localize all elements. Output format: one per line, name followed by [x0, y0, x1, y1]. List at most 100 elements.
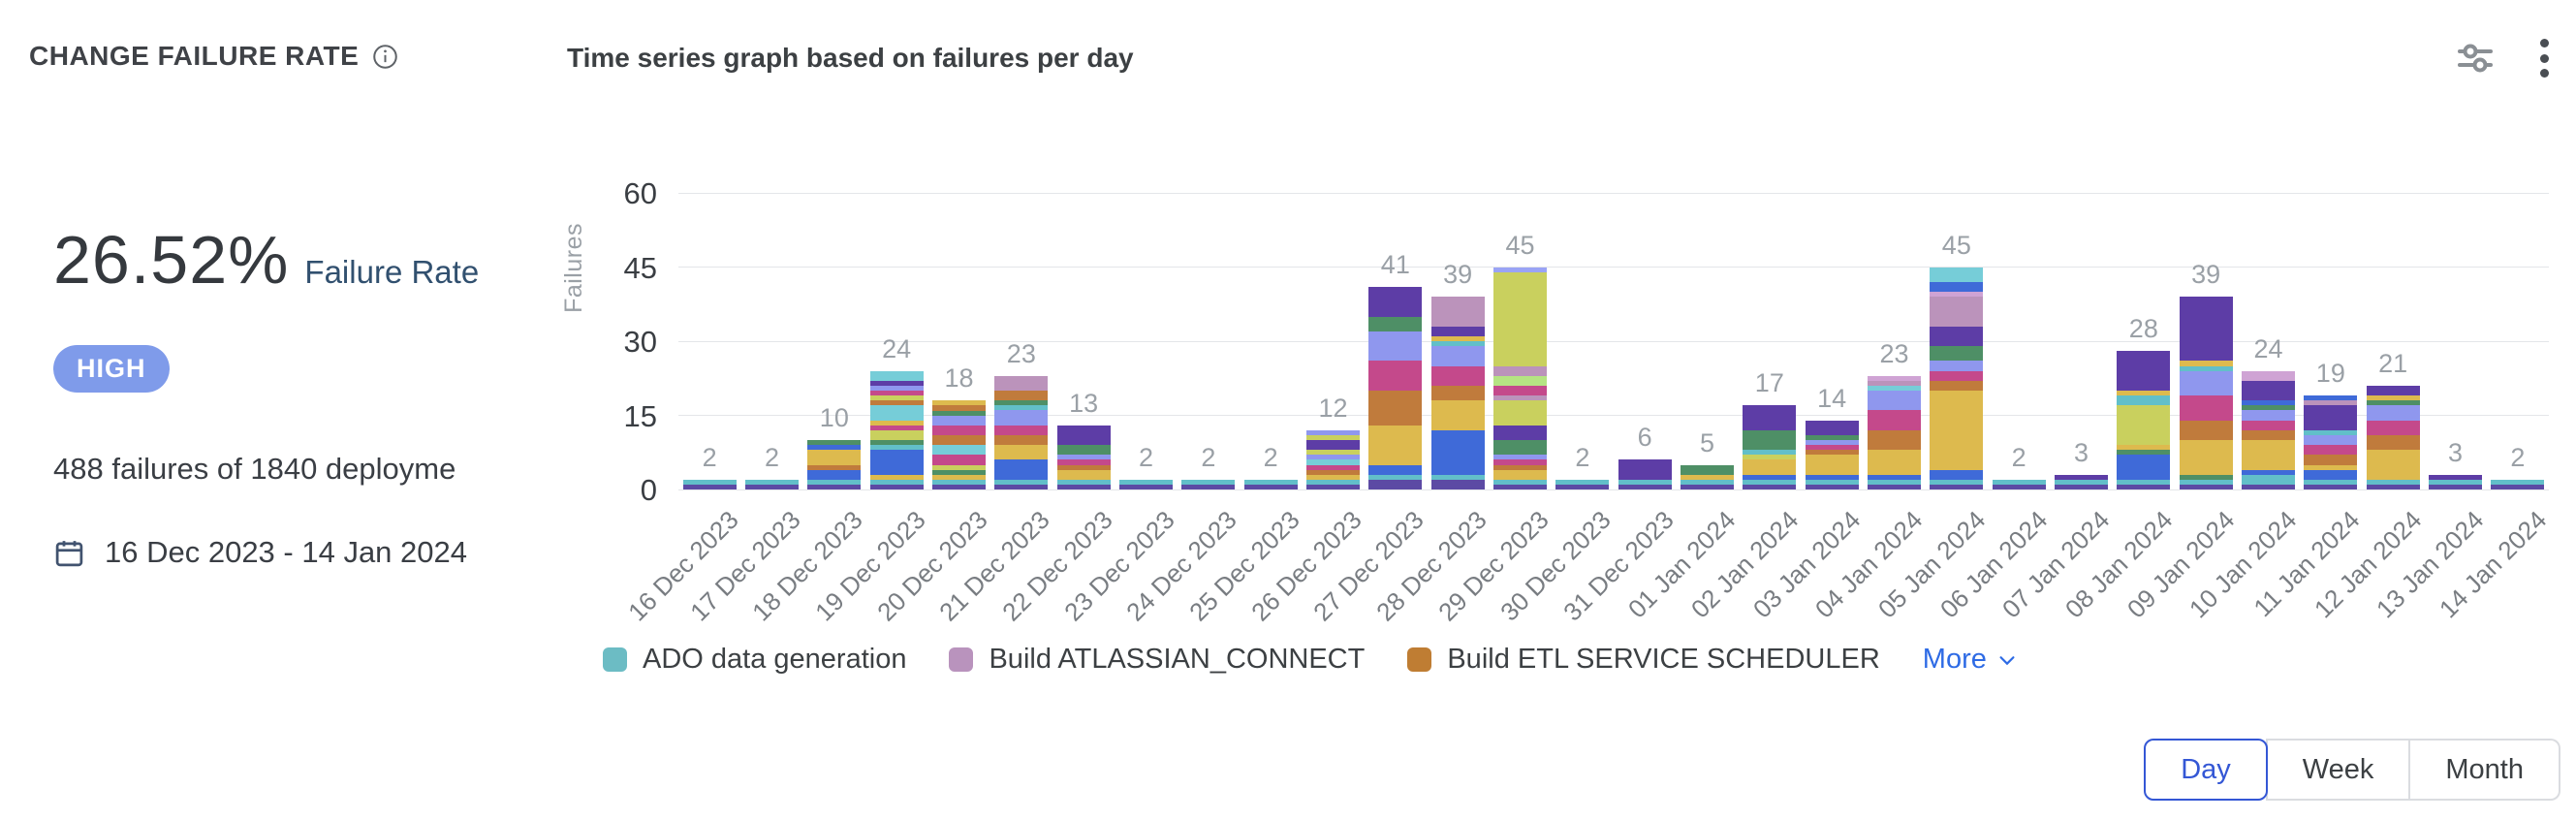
bar-23-dec-2023[interactable]	[1119, 479, 1173, 489]
bar-segment-sky	[1493, 267, 1547, 272]
bar-segment-teal	[994, 479, 1049, 485]
bar-24-dec-2023[interactable]	[1181, 479, 1236, 489]
bar-16-dec-2023[interactable]	[682, 479, 737, 489]
bar-segment-ochre	[1056, 464, 1111, 470]
bar-segment-mustard	[1805, 455, 1859, 475]
bar-segment-teal	[1992, 479, 2046, 485]
bar-segment-ochre	[2242, 429, 2295, 441]
bar-07-jan-2024[interactable]	[2055, 474, 2108, 489]
bar-segment-indigo	[1555, 484, 1610, 489]
bar-segment-mustard	[1681, 474, 1734, 480]
bar-30-dec-2023[interactable]	[1555, 479, 1610, 489]
legend-item-0[interactable]: ADO data generation	[603, 644, 906, 676]
bar-06-jan-2024[interactable]	[1992, 479, 2046, 489]
bar-05-jan-2024[interactable]	[1930, 267, 1984, 489]
bar-25-dec-2023[interactable]	[1243, 479, 1298, 489]
gridline-45	[678, 267, 2549, 268]
bar-segment-violet	[1306, 440, 1360, 451]
bar-segment-cyan	[869, 405, 924, 421]
legend-label-1: Build ATLASSIAN_CONNECT	[989, 644, 1366, 675]
bar-value-30-dec-2023: 2	[1575, 442, 1590, 472]
bar-31-dec-2023[interactable]	[1618, 459, 1672, 489]
legend-item-1[interactable]: Build ATLASSIAN_CONNECT	[949, 644, 1365, 676]
bar-03-jan-2024[interactable]	[1805, 420, 1859, 489]
bar-29-dec-2023[interactable]	[1493, 267, 1547, 489]
bar-segment-violet	[2179, 297, 2233, 362]
bar-19-dec-2023[interactable]	[869, 370, 924, 489]
bar-09-jan-2024[interactable]	[2179, 297, 2233, 489]
bar-segment-indigo	[1056, 484, 1111, 489]
bar-14-jan-2024[interactable]	[2491, 479, 2545, 489]
bar-segment-ochre	[994, 434, 1049, 446]
bar-segment-teal	[1555, 479, 1610, 485]
bar-segment-teal	[1743, 479, 1797, 485]
bar-segment-indigo	[1743, 484, 1797, 489]
legend-swatch-0	[603, 647, 627, 672]
bar-segment-lime	[869, 395, 924, 401]
bar-segment-teal	[2366, 479, 2420, 485]
bar-segment-teal	[1056, 479, 1111, 485]
bar-segment-mustard	[2117, 391, 2171, 396]
bar-segment-violet	[2117, 351, 2171, 392]
bar-27-dec-2023[interactable]	[1368, 286, 1423, 489]
bar-26-dec-2023[interactable]	[1306, 429, 1360, 489]
bar-12-jan-2024[interactable]	[2366, 385, 2420, 489]
tune-filters-icon[interactable]	[2456, 39, 2495, 78]
bar-28-dec-2023[interactable]	[1430, 297, 1485, 489]
bar-segment-green	[807, 440, 862, 446]
bar-segment-mustard	[1743, 459, 1797, 475]
bar-segment-periwinkle	[1868, 391, 1921, 411]
legend-item-2[interactable]: Build ETL SERVICE SCHEDULER	[1407, 644, 1880, 676]
bar-17-dec-2023[interactable]	[745, 479, 799, 489]
gridline-60	[678, 192, 2549, 194]
info-icon[interactable]	[372, 44, 398, 70]
bar-segment-teal	[1493, 479, 1547, 485]
week-button[interactable]: Week	[2265, 739, 2411, 801]
bar-segment-green	[1681, 464, 1734, 475]
bar-segment-cyan	[1868, 385, 1921, 392]
gridline-0	[678, 489, 2549, 490]
legend-more-link[interactable]: More	[1923, 644, 2018, 676]
bar-value-10-jan-2024: 24	[2253, 333, 2283, 363]
bar-04-jan-2024[interactable]	[1868, 375, 1921, 489]
bar-segment-ochre	[2179, 420, 2233, 441]
bar-segment-teal	[2429, 479, 2482, 485]
bar-21-dec-2023[interactable]	[994, 375, 1049, 489]
bar-segment-mauve	[1930, 297, 1984, 327]
bar-segment-green	[932, 410, 986, 416]
bar-value-25-dec-2023: 2	[1263, 442, 1278, 472]
bar-segment-mustard	[2242, 440, 2295, 470]
bar-22-dec-2023[interactable]	[1056, 425, 1111, 489]
bar-20-dec-2023[interactable]	[932, 400, 986, 489]
bar-18-dec-2023[interactable]	[807, 440, 862, 489]
bar-segment-indigo	[1306, 484, 1360, 489]
bar-value-17-dec-2023: 2	[764, 442, 780, 472]
bar-segment-mustard	[1306, 474, 1360, 480]
bar-value-11-jan-2024: 19	[2315, 359, 2345, 389]
bar-segment-mustard	[2179, 440, 2233, 475]
bar-segment-green	[1743, 429, 1797, 451]
bar-value-26-dec-2023: 12	[1318, 393, 1348, 423]
bar-segment-blue	[1868, 474, 1921, 480]
date-range-text: 16 Dec 2023 - 14 Jan 2024	[105, 535, 467, 569]
bar-segment-green	[2366, 400, 2420, 406]
bar-02-jan-2024[interactable]	[1743, 405, 1797, 489]
kebab-menu-icon[interactable]	[2537, 37, 2551, 79]
bar-segment-magenta	[1056, 459, 1111, 465]
bar-01-jan-2024[interactable]	[1681, 464, 1734, 489]
severity-badge: HIGH	[53, 345, 170, 393]
bar-segment-violet	[1368, 286, 1423, 317]
bar-11-jan-2024[interactable]	[2304, 395, 2358, 489]
bar-08-jan-2024[interactable]	[2117, 351, 2171, 489]
bar-segment-ochre	[1868, 429, 1921, 451]
bar-segment-green	[1930, 346, 1984, 362]
day-button[interactable]: Day	[2144, 739, 2268, 801]
bar-segment-magenta	[869, 425, 924, 430]
bar-13-jan-2024[interactable]	[2429, 474, 2482, 489]
month-button[interactable]: Month	[2410, 739, 2560, 801]
bar-segment-blue	[807, 445, 862, 451]
bar-10-jan-2024[interactable]	[2242, 370, 2295, 489]
bar-segment-blue	[2304, 469, 2358, 480]
bar-segment-periwinkle	[869, 385, 924, 392]
bar-segment-ochre	[869, 400, 924, 406]
